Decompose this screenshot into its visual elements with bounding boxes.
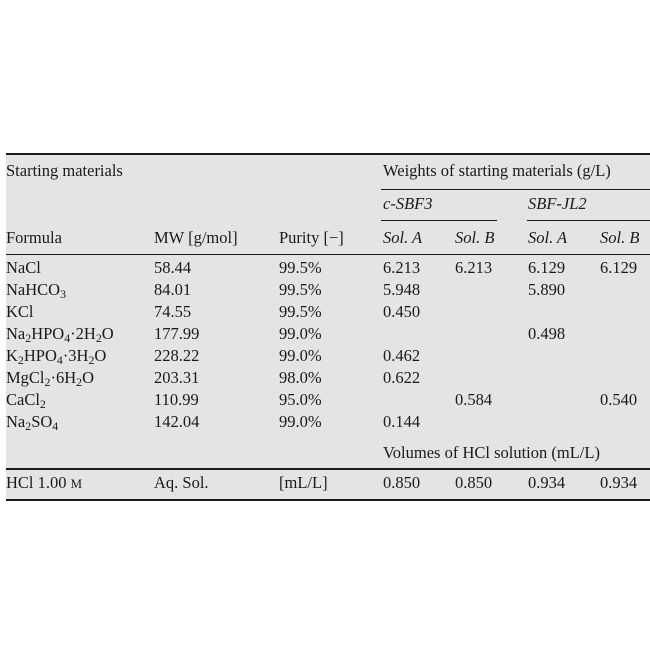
formula-text: K	[6, 346, 18, 365]
row-purity: 99.0%	[279, 346, 322, 365]
row-c-sbf3-sol-a: 0.144	[383, 412, 421, 431]
formula-text: CaCl	[6, 390, 40, 409]
row-c-sbf3-sol-a: 6.213	[383, 258, 421, 277]
row-mw: 142.04	[154, 412, 200, 431]
row-formula: Na2SO4	[6, 412, 58, 432]
formula-subscript: 4	[56, 352, 63, 367]
formula-text: ·3H	[62, 346, 89, 365]
header-group-sbf-jl2: SBF-JL2	[528, 194, 587, 213]
row-purity: 95.0%	[279, 390, 322, 409]
header-volumes-hcl: Volumes of HCl solution (mL/L)	[383, 443, 600, 462]
bottom-rule	[6, 499, 650, 501]
table-panel	[6, 155, 650, 500]
formula-text: O	[82, 368, 94, 387]
formula-subscript: 2	[95, 330, 102, 345]
row-mw: 74.55	[154, 302, 192, 321]
formula-text: HPO	[31, 324, 65, 343]
hcl-mw: Aq. Sol.	[154, 473, 209, 492]
group1-underline	[381, 220, 497, 221]
row-c-sbf3-sol-a: 0.462	[383, 346, 421, 365]
row-formula: NaCl	[6, 258, 41, 278]
hcl-formula-main: HCl 1.00	[6, 473, 71, 492]
formula-subscript: 2	[88, 352, 95, 367]
formula-text: O	[101, 324, 114, 343]
row-c-sbf3-sol-a: 0.450	[383, 302, 421, 321]
formula-text: MgCl	[6, 368, 45, 387]
formula-subscript: 2	[39, 396, 46, 411]
row-mw: 203.31	[154, 368, 200, 387]
row-sbf-jl2-sol-a: 6.129	[528, 258, 566, 277]
row-purity: 98.0%	[279, 368, 322, 387]
formula-text: Na	[6, 412, 26, 431]
row-formula: K2HPO4·3H2O	[6, 346, 106, 366]
row-mw: 110.99	[154, 390, 199, 409]
formula-subscript: 3	[60, 286, 67, 301]
row-purity: 99.5%	[279, 280, 322, 299]
formula-text: Na	[6, 324, 26, 343]
row-sbf-jl2-sol-a: 0.498	[528, 324, 566, 343]
formula-subscript: 4	[52, 418, 59, 433]
header-sbf-jl2-sol-a: Sol. A	[528, 228, 568, 247]
formula-subscript: 4	[64, 330, 71, 345]
row-sbf-jl2-sol-b: 0.540	[600, 390, 638, 409]
header-purity: Purity [−]	[279, 228, 344, 247]
formula-subscript: 2	[76, 374, 83, 389]
formula-subscript: 2	[17, 352, 24, 367]
formula-text: NaCl	[6, 258, 41, 277]
formula-text: NaHCO	[6, 280, 61, 299]
top-rule	[6, 153, 650, 155]
formula-text: SO	[31, 412, 53, 431]
hcl-purity: [mL/L]	[279, 473, 328, 492]
formula-subscript: 2	[25, 330, 32, 345]
formula-subscript: 2	[25, 418, 32, 433]
hcl-formula-unit: M	[70, 477, 83, 491]
hcl-c-sbf3-sol-a: 0.850	[383, 473, 421, 492]
row-mw: 84.01	[154, 280, 192, 299]
group2-underline	[527, 220, 650, 221]
row-purity: 99.5%	[279, 302, 322, 321]
row-c-sbf3-sol-a: 5.948	[383, 280, 421, 299]
row-c-sbf3-sol-a: 0.622	[383, 368, 421, 387]
header-c-sbf3-sol-a: Sol. A	[383, 228, 423, 247]
weights-underline	[381, 189, 650, 190]
header-weights: Weights of starting materials (g/L)	[383, 161, 611, 180]
formula-text: KCl	[6, 302, 34, 321]
formula-text: ·2H	[70, 324, 96, 343]
header-mw: MW [g/mol]	[154, 228, 238, 247]
formula-subscript: 2	[44, 374, 51, 389]
header-sbf-jl2-sol-b: Sol. B	[600, 228, 640, 247]
hcl-sbf-jl2-sol-b: 0.934	[600, 473, 638, 492]
row-formula: Na2HPO4·2H2O	[6, 324, 114, 344]
row-sbf-jl2-sol-b: 6.129	[600, 258, 638, 277]
formula-text: HPO	[23, 346, 57, 365]
row-formula: NaHCO3	[6, 280, 66, 300]
row-c-sbf3-sol-b: 6.213	[455, 258, 493, 277]
row-purity: 99.0%	[279, 324, 322, 343]
row-formula: KCl	[6, 302, 34, 322]
header-formula: Formula	[6, 228, 62, 247]
header-group-c-sbf3: c-SBF3	[383, 194, 433, 213]
row-sbf-jl2-sol-a: 5.890	[528, 280, 566, 299]
hcl-formula: HCl 1.00 M	[6, 473, 82, 494]
row-formula: MgCl2·6H2O	[6, 368, 94, 388]
hcl-sbf-jl2-sol-a: 0.934	[528, 473, 566, 492]
formula-text: O	[94, 346, 107, 365]
hcl-top-rule	[6, 468, 650, 470]
hcl-c-sbf3-sol-b: 0.850	[455, 473, 493, 492]
row-c-sbf3-sol-b: 0.584	[455, 390, 493, 409]
header-rule	[6, 254, 650, 255]
header-c-sbf3-sol-b: Sol. B	[455, 228, 495, 247]
row-formula: CaCl2	[6, 390, 46, 410]
row-mw: 58.44	[154, 258, 192, 277]
formula-text: ·6H	[50, 368, 77, 387]
row-purity: 99.0%	[279, 412, 322, 431]
row-purity: 99.5%	[279, 258, 322, 277]
row-mw: 228.22	[154, 346, 200, 365]
header-starting-materials: Starting materials	[6, 161, 123, 180]
row-mw: 177.99	[154, 324, 200, 343]
